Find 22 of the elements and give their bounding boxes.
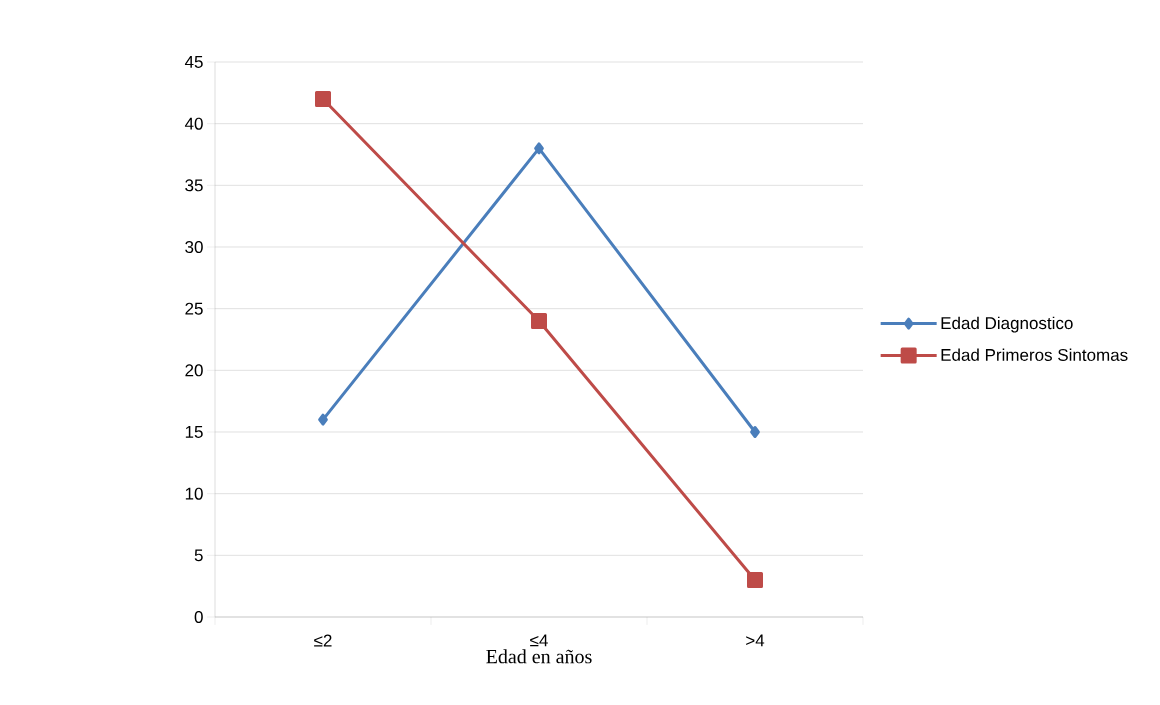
point [750, 426, 760, 438]
y-tick-label: 30 [185, 240, 203, 254]
x-tick-label: ≤4 [530, 634, 548, 647]
y-tick-label: 40 [184, 117, 203, 130]
legend-label: Edad Primeros Sintomas [941, 348, 1128, 361]
y-tick-label: 15 [185, 426, 203, 438]
point [318, 413, 328, 426]
point [747, 572, 763, 588]
point [315, 91, 331, 107]
legend-label: Edad Diagnostico [941, 316, 1073, 333]
y-tick-label: 20 [185, 364, 203, 377]
y-tick-label: 45 [184, 56, 203, 68]
x-axis-title: Edad en años [486, 649, 592, 664]
point [534, 142, 544, 155]
y-tick-label: 10 [185, 487, 203, 500]
y-tick-label: 25 [185, 302, 203, 315]
y-tick-label: 35 [185, 179, 203, 192]
x-tick-label: ≤2 [314, 634, 332, 647]
y-tick-label: 5 [194, 549, 203, 562]
point [531, 313, 547, 329]
y-tick-label: 0 [194, 610, 203, 624]
x-tick-label: >4 [746, 634, 765, 647]
